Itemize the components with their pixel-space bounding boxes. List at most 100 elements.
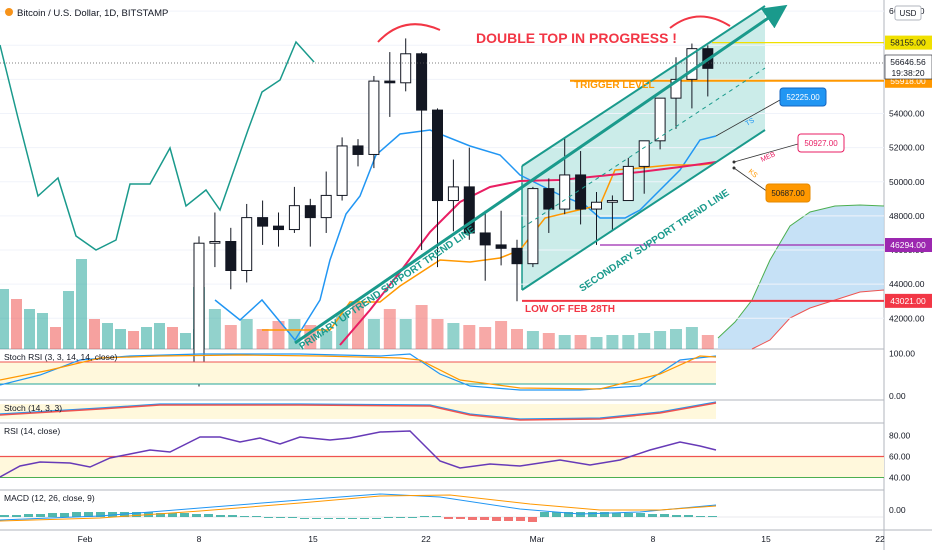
svg-text:55918.00: 55918.00	[890, 76, 926, 86]
double-top-label: DOUBLE TOP IN PROGRESS !	[476, 30, 677, 46]
secondary-trend-line	[521, 129, 766, 291]
candle	[527, 186, 539, 268]
volume-bar	[89, 319, 100, 349]
candle	[495, 210, 507, 266]
svg-text:52225.00: 52225.00	[786, 93, 820, 102]
volume-bar	[399, 319, 412, 349]
volume-bar	[0, 289, 9, 349]
candle	[670, 57, 682, 129]
candle	[416, 52, 428, 251]
candle	[432, 108, 443, 268]
volume-bar	[685, 327, 698, 349]
volume-bar	[141, 327, 152, 349]
candle	[479, 210, 491, 281]
volume-bar	[383, 309, 396, 349]
ts-label: TS	[745, 117, 757, 128]
volume-bar	[352, 303, 364, 349]
indicator-title: RSI (14, close)	[4, 426, 60, 436]
price-axis-label: 52000.00	[889, 143, 925, 153]
candle	[320, 171, 332, 233]
time-axis-label: 8	[197, 534, 202, 544]
price-axis-label: 54000.00	[889, 109, 925, 119]
price-axis-label: 48000.00	[889, 211, 925, 221]
volume-bar	[415, 305, 428, 349]
volume-bar	[154, 323, 165, 349]
volume-bar	[622, 335, 635, 349]
indicator-axis-label: 40.00	[889, 472, 911, 482]
indicator-panes: Stoch RSI (3, 3, 14, 14, close) 100.00 0.0…	[0, 348, 915, 522]
volume-bar	[224, 325, 237, 349]
candle	[638, 140, 650, 194]
candle	[225, 227, 237, 290]
double-top-arc-2	[669, 15, 731, 29]
ts-callout-box	[779, 87, 827, 107]
volume-bar	[11, 299, 22, 349]
candle	[304, 198, 316, 247]
volume-bar	[320, 331, 333, 349]
volume-bar	[240, 319, 253, 349]
volume-bar	[128, 331, 139, 349]
volume-bar	[431, 319, 444, 349]
volume-bar	[654, 331, 667, 349]
candle	[257, 200, 269, 245]
volume-bar	[479, 327, 492, 349]
svg-text:50927.00: 50927.00	[804, 139, 838, 148]
time-axis: Feb 8 15 22 Mar 8 15 22	[78, 534, 885, 544]
candle	[622, 157, 634, 202]
volume-bar	[511, 329, 523, 349]
candle	[543, 178, 555, 233]
volume-bar	[701, 335, 714, 349]
candle	[368, 75, 380, 169]
double-top-arc-1	[377, 23, 441, 43]
currency-button[interactable]: USD	[894, 5, 922, 21]
price-axis-label: 44000.00	[889, 279, 925, 289]
volume-bar	[590, 337, 603, 349]
candle	[400, 38, 412, 92]
candlesticks	[193, 38, 714, 387]
svg-text:43021.00: 43021.00	[890, 296, 926, 306]
low-feb28-label: LOW OF FEB 28TH	[525, 304, 615, 315]
candle	[575, 151, 587, 225]
svg-text:19:38:20: 19:38:20	[891, 68, 924, 78]
symbol-title: Bitcoin / U.S. Dollar, 1D, BITSTAMP	[5, 8, 168, 19]
volume-bar	[558, 335, 571, 349]
indicator-axis-label: 80.00	[889, 431, 911, 441]
ichimoku-cloud	[718, 205, 884, 349]
volume-bar	[24, 309, 35, 349]
candle	[511, 239, 523, 302]
volume-bar	[638, 333, 651, 349]
time-axis-label: 22	[421, 534, 431, 544]
volume-bar	[63, 291, 74, 349]
time-axis-label: Feb	[78, 534, 93, 544]
level-price-tag	[885, 293, 932, 308]
primary-trend-line	[294, 4, 788, 345]
volume-bar	[272, 321, 285, 349]
time-axis-label: 8	[651, 534, 656, 544]
candle	[447, 159, 459, 232]
svg-text:58155.00: 58155.00	[890, 38, 926, 48]
volume-bar	[495, 321, 508, 349]
volume-bar	[102, 323, 113, 349]
candle	[654, 97, 666, 150]
price-axis: 42000.0044000.0046000.0048000.0050000.00…	[885, 6, 932, 323]
candle	[273, 212, 284, 247]
candle	[209, 212, 221, 268]
candle	[559, 137, 571, 215]
indicator-title: Stoch RSI (3, 3, 14, 14, close)	[4, 352, 118, 362]
ichimoku-lines	[0, 40, 717, 346]
candle	[241, 203, 253, 283]
svg-text:56646.56: 56646.56	[890, 57, 926, 67]
time-axis-label: 22	[875, 534, 885, 544]
indicator-title: MACD (12, 26, close, 9)	[4, 493, 95, 503]
volume-bar	[50, 327, 61, 349]
time-axis-label: 15	[761, 534, 771, 544]
indicator-axis-label: 0.00	[889, 391, 906, 401]
tenkan-line	[214, 129, 717, 342]
volume-bar	[115, 329, 126, 349]
candle	[336, 137, 348, 201]
indicator-axis-label: 0.00	[889, 505, 906, 515]
price-levels	[522, 42, 884, 302]
volume-bar	[37, 313, 48, 349]
time-axis-label: Mar	[530, 534, 545, 544]
